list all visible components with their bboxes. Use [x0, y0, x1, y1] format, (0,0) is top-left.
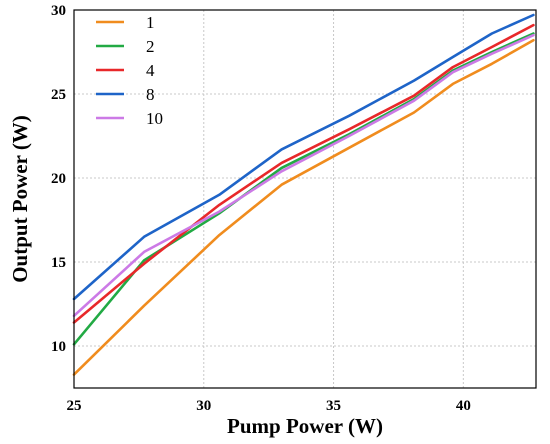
tick-labels: 25 30 35 40 10 15 20 25 30	[51, 3, 471, 414]
y-tick-label: 20	[51, 171, 66, 187]
series-line-1	[72, 38, 535, 376]
x-tick-label: 25	[67, 398, 82, 414]
x-tick-label: 40	[456, 398, 471, 414]
y-axis-title: Output Power (W)	[8, 115, 32, 283]
series-line-2	[72, 32, 535, 346]
y-tick-label: 10	[51, 339, 66, 355]
series-line-10	[72, 33, 535, 318]
series-line-4	[72, 23, 535, 324]
legend-label-10: 10	[146, 109, 163, 128]
plot-frame	[73, 9, 537, 389]
legend-label-8: 8	[146, 85, 155, 104]
legend-label-1: 1	[146, 13, 155, 32]
legend: 1 2 4 8 10	[96, 13, 163, 128]
y-tick-label: 25	[51, 87, 66, 103]
x-axis-title: Pump Power (W)	[227, 414, 383, 438]
legend-label-4: 4	[146, 61, 155, 80]
x-tick-label: 30	[196, 398, 211, 414]
x-tick-label: 35	[326, 398, 341, 414]
y-tick-label: 30	[51, 3, 66, 19]
legend-label-2: 2	[146, 37, 155, 56]
series-line-8	[72, 13, 535, 301]
series-layer	[72, 13, 535, 376]
y-tick-label: 15	[51, 255, 66, 271]
